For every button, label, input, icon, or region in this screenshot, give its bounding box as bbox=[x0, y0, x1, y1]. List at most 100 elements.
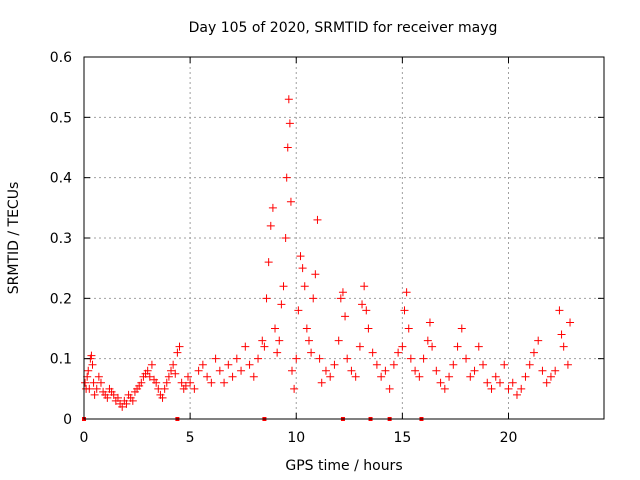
data-point bbox=[338, 288, 347, 297]
data-point bbox=[122, 399, 131, 408]
data-point bbox=[283, 143, 292, 152]
data-point bbox=[432, 366, 441, 375]
data-point bbox=[224, 360, 233, 369]
data-point bbox=[411, 366, 420, 375]
data-point bbox=[198, 360, 207, 369]
data-point bbox=[160, 384, 169, 393]
data-point bbox=[171, 369, 180, 378]
data-point bbox=[298, 264, 307, 273]
data-point bbox=[355, 342, 364, 351]
y-tick-label: 0.4 bbox=[50, 171, 72, 187]
data-point bbox=[555, 306, 564, 315]
x-tick-labels: 0 5 10 15 20 bbox=[80, 430, 518, 446]
data-point bbox=[228, 372, 237, 381]
data-point bbox=[262, 294, 271, 303]
data-point bbox=[336, 294, 345, 303]
data-point bbox=[237, 366, 246, 375]
data-point bbox=[109, 390, 118, 399]
data-point bbox=[307, 348, 316, 357]
axis-ticks bbox=[83, 56, 604, 420]
data-point bbox=[457, 324, 466, 333]
data-point bbox=[83, 372, 92, 381]
data-point bbox=[453, 342, 462, 351]
data-point bbox=[372, 360, 381, 369]
data-point bbox=[559, 342, 568, 351]
data-point bbox=[351, 372, 360, 381]
data-point bbox=[491, 372, 500, 381]
data-point bbox=[264, 258, 273, 267]
data-point bbox=[87, 351, 96, 360]
data-point bbox=[103, 393, 112, 402]
data-point bbox=[542, 378, 551, 387]
data-point bbox=[286, 197, 295, 206]
data-point bbox=[313, 215, 322, 224]
data-point bbox=[175, 342, 184, 351]
x-tick-label: 10 bbox=[287, 430, 305, 446]
data-point bbox=[462, 354, 471, 363]
data-point bbox=[169, 360, 178, 369]
data-point bbox=[173, 348, 182, 357]
data-point bbox=[158, 393, 167, 402]
data-point bbox=[268, 203, 277, 212]
data-point bbox=[275, 336, 284, 345]
data-point bbox=[385, 384, 394, 393]
data-point bbox=[84, 366, 93, 375]
x-tick-label: 5 bbox=[186, 430, 195, 446]
data-point bbox=[311, 270, 320, 279]
data-point bbox=[207, 378, 216, 387]
data-point bbox=[279, 282, 288, 291]
data-point bbox=[128, 396, 137, 405]
data-point bbox=[152, 378, 161, 387]
data-point bbox=[162, 378, 171, 387]
data-point bbox=[500, 360, 509, 369]
data-point bbox=[290, 384, 299, 393]
data-point bbox=[360, 282, 369, 291]
data-point bbox=[445, 372, 454, 381]
data-point bbox=[113, 393, 122, 402]
data-point bbox=[85, 384, 94, 393]
y-tick-label: 0.1 bbox=[50, 352, 72, 368]
data-point bbox=[215, 366, 224, 375]
data-point bbox=[288, 366, 296, 375]
x-tick-label: 0 bbox=[80, 430, 89, 446]
y-tick-label: 0.3 bbox=[50, 231, 72, 247]
data-point bbox=[512, 390, 521, 399]
data-point bbox=[377, 372, 386, 381]
data-point bbox=[362, 306, 371, 315]
data-point bbox=[428, 342, 437, 351]
chart-title: Day 105 of 2020, SRMTID for receiver may… bbox=[189, 20, 498, 36]
data-point bbox=[364, 324, 373, 333]
data-point bbox=[260, 342, 269, 351]
data-point bbox=[557, 330, 566, 339]
y-tick-labels: 0 0.1 0.2 0.3 0.4 0.5 0.6 bbox=[50, 50, 72, 428]
data-point bbox=[190, 384, 199, 393]
data-point bbox=[358, 300, 367, 309]
data-point bbox=[302, 324, 311, 333]
data-point bbox=[341, 312, 350, 321]
data-point bbox=[92, 384, 101, 393]
data-point bbox=[394, 348, 403, 357]
data-point bbox=[143, 366, 152, 375]
data-point bbox=[425, 318, 434, 327]
data-point bbox=[436, 378, 445, 387]
data-point bbox=[440, 384, 449, 393]
data-point bbox=[292, 354, 301, 363]
data-point bbox=[504, 384, 513, 393]
data-point bbox=[284, 95, 293, 104]
data-point bbox=[254, 354, 263, 363]
data-point bbox=[181, 381, 190, 390]
data-point bbox=[400, 306, 409, 315]
data-point bbox=[164, 372, 173, 381]
data-point bbox=[220, 378, 229, 387]
data-point bbox=[145, 372, 154, 381]
data-point bbox=[479, 360, 488, 369]
data-point bbox=[96, 378, 105, 387]
data-point bbox=[389, 360, 398, 369]
data-point bbox=[277, 300, 286, 309]
data-point bbox=[271, 324, 280, 333]
data-point bbox=[90, 390, 99, 399]
data-point bbox=[419, 354, 428, 363]
x-tick-label: 15 bbox=[393, 430, 411, 446]
data-point bbox=[309, 294, 318, 303]
data-point bbox=[546, 372, 555, 381]
